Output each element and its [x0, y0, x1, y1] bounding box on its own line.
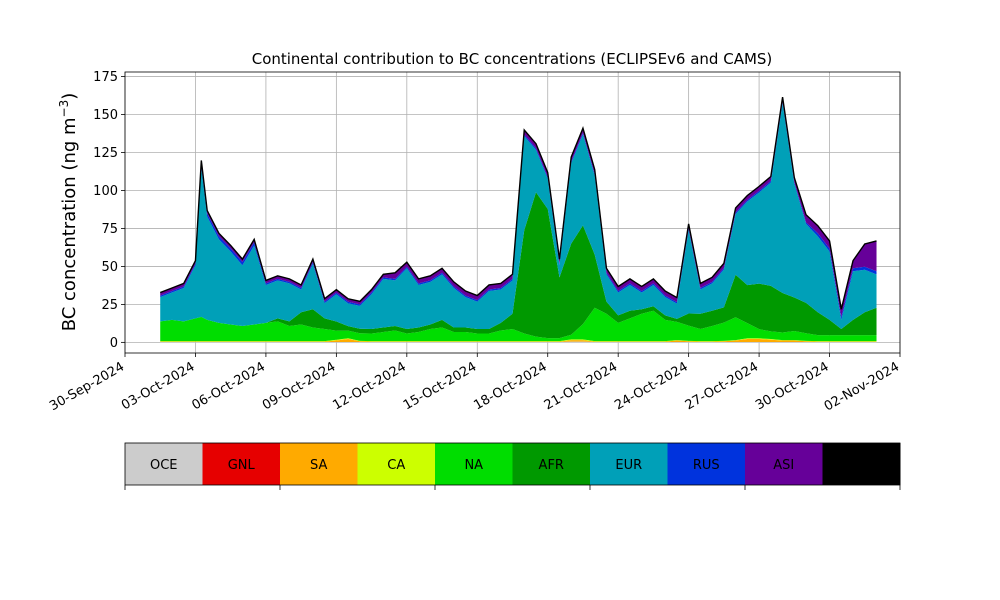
- area-oce: [160, 341, 877, 343]
- legend-label-sa: SA: [310, 458, 327, 473]
- stacked-areas: [159, 96, 877, 343]
- x-tick-label: 15-Oct-2024: [401, 359, 479, 413]
- y-tick-label: 100: [93, 184, 118, 199]
- legend-label-aus: AUS: [848, 458, 875, 473]
- y-tick-label: 25: [101, 298, 118, 313]
- legend-label-oce: OCE: [150, 458, 178, 473]
- y-tick-label: 150: [93, 108, 118, 123]
- x-tick-label: 12-Oct-2024: [330, 359, 408, 413]
- legend-swatch-gnl: [202, 443, 281, 485]
- legend-label-ca: CA: [387, 458, 405, 473]
- x-tick-label: 18-Oct-2024: [471, 359, 549, 413]
- x-tick-label: 30-Sep-2024: [47, 359, 127, 414]
- legend-label-na: NA: [464, 458, 483, 473]
- area-sa: [160, 339, 877, 343]
- legend-frame: [124, 442, 901, 486]
- y-axis-label-close: ): [59, 93, 80, 100]
- area-na: [160, 307, 877, 342]
- chart-title: Continental contribution to BC concentra…: [252, 50, 773, 68]
- x-tick-label: 09-Oct-2024: [260, 359, 338, 413]
- area-afr: [160, 192, 877, 339]
- area-eur: [160, 103, 877, 329]
- legend-swatch-afr: [512, 443, 591, 485]
- y-axis-label: BC concentration (ng m−3): [57, 93, 80, 332]
- y-tick-label: 175: [93, 70, 118, 85]
- total-outline: [159, 96, 877, 310]
- x-tick-label: 21-Oct-2024: [542, 359, 620, 413]
- legend-label-asi: ASI: [773, 458, 794, 473]
- x-tick-label: 30-Oct-2024: [753, 359, 831, 413]
- area-ca: [160, 338, 877, 342]
- legend-swatch-eur: [590, 443, 668, 485]
- x-tick-label: 27-Oct-2024: [683, 359, 761, 413]
- y-tick-label: 125: [93, 146, 118, 161]
- x-tick-label: 03-Oct-2024: [119, 359, 197, 413]
- axes-frame: [124, 71, 901, 354]
- legend-swatch-oce: [125, 443, 203, 485]
- x-tick-label: 06-Oct-2024: [190, 359, 268, 413]
- y-tick-label: 75: [101, 222, 118, 237]
- legend-swatch-na: [435, 443, 513, 485]
- legend-swatch-asi: [745, 443, 823, 485]
- y-tick-label: 0: [110, 336, 118, 351]
- legend-label-rus: RUS: [693, 458, 720, 473]
- legend-swatch-sa: [280, 443, 358, 485]
- legend-swatch-rus: [667, 443, 746, 485]
- x-tick-label: 24-Oct-2024: [612, 359, 690, 413]
- y-tick-label: 50: [101, 260, 118, 275]
- x-tick-label: 02-Nov-2024: [822, 359, 902, 414]
- legend-swatch-aus: [822, 443, 901, 485]
- legend-label-gnl: GNL: [228, 458, 256, 473]
- y-axis-label-main: BC concentration (ng m: [59, 117, 80, 331]
- legend-colorbar: OCE GNL SA CA NA AFR EUR RUS ASI AUS: [124, 442, 901, 490]
- y-axis-label-superscript: −3: [57, 100, 71, 118]
- legend-swatch-ca: [357, 443, 436, 485]
- legend-label-afr: AFR: [539, 458, 564, 473]
- legend-label-eur: EUR: [615, 458, 642, 473]
